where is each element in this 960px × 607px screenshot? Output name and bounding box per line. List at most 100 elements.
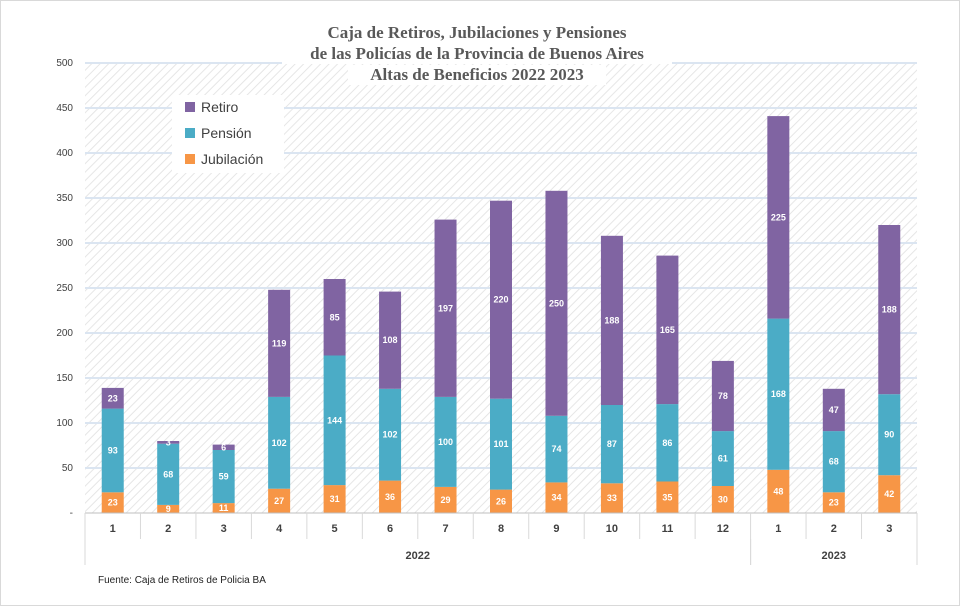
bar-segment (434, 219, 457, 397)
bar-segment (101, 408, 124, 493)
bar-segment (600, 235, 623, 405)
bar-segment (157, 443, 180, 505)
bar-segment (434, 396, 457, 487)
data-label: 35 (662, 492, 672, 502)
x-tick-label: 11 (662, 523, 674, 535)
data-label: 165 (660, 325, 675, 335)
data-label: 23 (108, 393, 118, 403)
source-note: Fuente: Caja de Retiros de Policia BA (98, 575, 266, 586)
chart-title: Caja de Retiros, Jubilaciones y Pensione… (282, 23, 672, 85)
bar-segment (711, 431, 734, 486)
data-label: 36 (385, 492, 395, 502)
data-label: 78 (718, 391, 728, 401)
bar-segment (878, 475, 901, 513)
x-tick-label: 1 (775, 523, 781, 535)
data-label: 168 (771, 389, 786, 399)
data-label: 144 (327, 415, 342, 425)
y-tick-label: 450 (56, 103, 73, 114)
data-label: 61 (718, 454, 728, 464)
bar-segment (212, 503, 235, 513)
data-label: 27 (274, 496, 284, 506)
data-label: 85 (330, 312, 340, 322)
bar-segment (490, 398, 512, 490)
x-tick-label: 9 (553, 523, 559, 535)
data-label: 26 (496, 496, 506, 506)
bar-segment (268, 289, 291, 397)
legend-swatch (185, 128, 195, 138)
y-tick-label: 50 (62, 463, 74, 474)
bar-segment (545, 190, 568, 416)
y-tick-label: 100 (56, 418, 73, 429)
x-tick-label: 7 (442, 523, 448, 535)
legend-swatch (185, 102, 195, 112)
data-label: 87 (607, 439, 617, 449)
bar-segment (157, 504, 180, 513)
bar-segment (822, 492, 845, 513)
bar-segment (323, 279, 346, 356)
bar-segment (379, 480, 402, 513)
data-label: 29 (441, 495, 451, 505)
bar-segment (656, 404, 679, 482)
data-label: 68 (163, 469, 173, 479)
bar-segment (157, 441, 180, 444)
bar-segment (545, 415, 568, 483)
data-label: 31 (330, 494, 340, 504)
group-label: 2023 (822, 550, 846, 562)
bar-segment (878, 394, 901, 476)
data-label: 42 (884, 489, 894, 499)
data-label: 86 (662, 438, 672, 448)
title-line: de las Policías de la Provincia de Bueno… (310, 44, 644, 63)
data-label: 74 (551, 444, 561, 454)
bar-segment (490, 489, 512, 513)
data-label: 119 (272, 338, 287, 348)
x-tick-label: 12 (717, 523, 729, 535)
bar-segment (545, 482, 568, 513)
y-tick-label: 300 (56, 238, 73, 249)
data-label: 225 (771, 212, 786, 222)
data-label: 220 (493, 295, 508, 305)
bar-segment (101, 387, 124, 409)
title-backdrop (303, 23, 651, 43)
bar-segment (711, 486, 734, 513)
title-line: Caja de Retiros, Jubilaciones y Pensione… (327, 23, 626, 42)
data-label: 11 (219, 503, 229, 513)
x-tick-label: 4 (276, 523, 283, 535)
legend: Retiro Pensión Jubilación (172, 95, 284, 173)
y-tick-label: - (70, 508, 73, 519)
bar-segment (656, 255, 679, 405)
x-tick-label: 10 (606, 523, 618, 535)
y-tick-label: 350 (56, 193, 73, 204)
bar-segment (212, 450, 235, 504)
legend-label: Pensión (201, 125, 252, 141)
data-label: 101 (493, 439, 508, 449)
title-backdrop (348, 65, 606, 85)
bar-segment (268, 488, 291, 513)
y-tick-label: 200 (56, 328, 73, 339)
data-label: 47 (829, 405, 839, 415)
data-label: 6 (221, 442, 226, 452)
data-label: 188 (882, 305, 897, 315)
data-label: 68 (829, 457, 839, 467)
data-label: 102 (272, 438, 287, 448)
data-label: 48 (773, 486, 783, 496)
x-tick-label: 2 (165, 523, 171, 535)
bar-segment (711, 360, 734, 432)
x-tick-label: 6 (387, 523, 393, 535)
data-label: 108 (383, 335, 398, 345)
x-tick-label: 8 (498, 523, 504, 535)
data-label: 23 (108, 498, 118, 508)
data-label: 34 (551, 493, 561, 503)
data-label: 59 (219, 472, 229, 482)
y-tick-label: 500 (56, 58, 73, 69)
data-label: 23 (829, 498, 839, 508)
legend-swatch (185, 154, 195, 164)
x-tick-label: 5 (332, 523, 338, 535)
bar-segment (268, 396, 291, 489)
y-tick-label: 400 (56, 148, 73, 159)
bar-segment (822, 431, 845, 493)
bar-segment (878, 225, 901, 395)
bar-segment (212, 444, 235, 450)
bar-segment (323, 355, 346, 486)
